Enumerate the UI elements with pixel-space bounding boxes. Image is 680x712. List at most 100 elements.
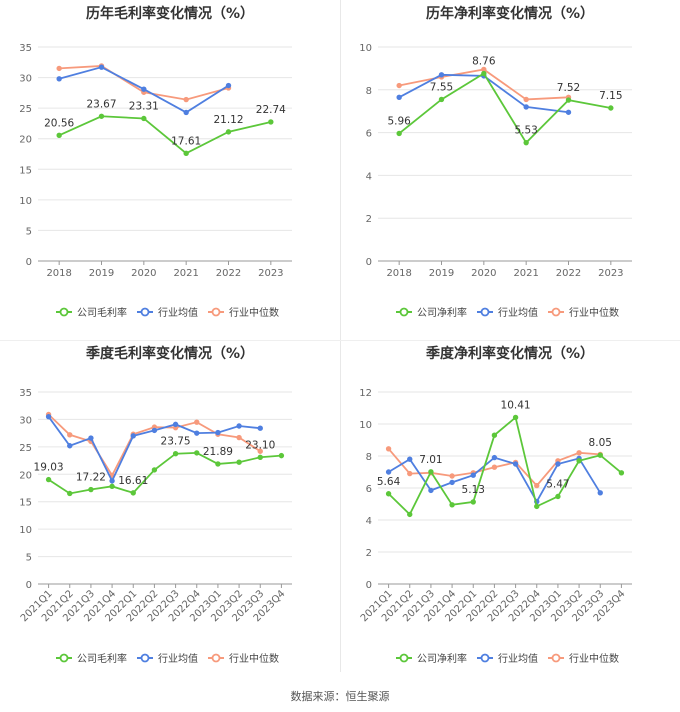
data-point bbox=[56, 65, 62, 72]
data-label: 16.61 bbox=[118, 475, 148, 487]
y-tick-label: 6 bbox=[366, 484, 372, 495]
data-label: 8.05 bbox=[589, 437, 612, 449]
data-label: 10.41 bbox=[501, 399, 531, 411]
data-point bbox=[576, 458, 582, 464]
legend-label: 公司毛利率 bbox=[77, 306, 127, 319]
data-label: 23.75 bbox=[161, 436, 191, 448]
quarterly-gross-margin-chart: 季度毛利率变化情况（%）051015202530352021Q12021Q220… bbox=[19, 345, 292, 665]
data-point bbox=[194, 450, 200, 456]
data-point bbox=[597, 452, 603, 458]
data-label: 23.31 bbox=[129, 100, 159, 112]
data-point bbox=[215, 461, 221, 467]
x-tick-label: 2022 bbox=[556, 268, 581, 279]
data-point bbox=[385, 446, 392, 452]
data-label: 21.12 bbox=[213, 114, 243, 126]
data-point bbox=[67, 443, 73, 449]
data-point bbox=[98, 64, 105, 70]
legend-swatch-marker bbox=[140, 653, 150, 663]
data-point bbox=[449, 479, 455, 486]
data-point bbox=[597, 490, 603, 496]
y-tick-label: 35 bbox=[19, 388, 32, 399]
data-label: 5.47 bbox=[546, 478, 569, 490]
x-tick-label: 2023 bbox=[258, 268, 283, 279]
y-tick-label: 4 bbox=[366, 171, 372, 182]
data-point bbox=[183, 109, 189, 116]
data-point bbox=[491, 464, 498, 470]
data-point bbox=[56, 76, 62, 82]
data-point bbox=[183, 150, 189, 157]
series-line-0 bbox=[48, 451, 282, 495]
data-point bbox=[88, 486, 94, 493]
y-tick-label: 30 bbox=[19, 415, 32, 426]
data-point bbox=[608, 105, 614, 111]
data-point bbox=[407, 456, 413, 462]
legend-label: 行业均值 bbox=[158, 306, 198, 319]
data-label: 17.22 bbox=[76, 472, 106, 484]
data-label: 5.96 bbox=[387, 115, 411, 127]
data-label: 21.89 bbox=[203, 446, 233, 458]
legend-swatch-marker bbox=[59, 307, 69, 317]
data-point bbox=[555, 493, 561, 500]
y-tick-label: 0 bbox=[26, 257, 32, 268]
data-point bbox=[523, 139, 529, 146]
y-tick-label: 2 bbox=[366, 548, 372, 559]
legend-swatch-marker bbox=[211, 307, 221, 317]
data-point bbox=[438, 72, 445, 78]
legend-swatch-marker bbox=[399, 307, 409, 317]
data-point bbox=[565, 97, 572, 103]
x-tick-label: 2020 bbox=[471, 268, 496, 279]
legend-swatch-marker bbox=[59, 653, 69, 663]
data-source-footer: 数据来源：恒生聚源 bbox=[290, 690, 390, 703]
chart-title: 历年净利率变化情况（%） bbox=[426, 5, 594, 22]
data-point bbox=[88, 435, 94, 441]
data-point bbox=[396, 94, 402, 100]
chart-title: 历年毛利率变化情况（%） bbox=[86, 5, 254, 22]
data-label: 23.67 bbox=[86, 98, 116, 110]
data-point bbox=[407, 511, 413, 518]
data-point bbox=[512, 414, 519, 421]
data-point bbox=[470, 499, 476, 505]
data-point bbox=[194, 430, 200, 436]
legend-label: 行业中位数 bbox=[229, 306, 279, 319]
x-tick-label: 2019 bbox=[429, 268, 454, 279]
data-label: 5.64 bbox=[377, 476, 401, 488]
data-point bbox=[523, 104, 529, 110]
data-point bbox=[130, 433, 136, 439]
y-tick-label: 10 bbox=[359, 43, 372, 54]
y-tick-label: 15 bbox=[19, 498, 32, 509]
data-point bbox=[141, 86, 147, 92]
y-tick-label: 5 bbox=[26, 226, 32, 237]
chart-title: 季度净利率变化情况（%） bbox=[425, 345, 594, 362]
y-tick-label: 0 bbox=[26, 580, 32, 591]
y-tick-label: 12 bbox=[359, 388, 372, 399]
data-point bbox=[45, 413, 52, 420]
data-point bbox=[194, 419, 200, 425]
data-point bbox=[151, 467, 158, 473]
legend-swatch-marker bbox=[399, 653, 409, 663]
data-point bbox=[618, 470, 625, 476]
data-point bbox=[449, 473, 455, 479]
y-tick-label: 5 bbox=[26, 553, 32, 564]
y-tick-label: 10 bbox=[359, 420, 372, 431]
legend-label: 行业中位数 bbox=[569, 306, 619, 319]
data-point bbox=[109, 478, 115, 484]
data-point bbox=[183, 96, 189, 103]
data-point bbox=[172, 421, 179, 428]
legend-label: 行业中位数 bbox=[569, 652, 619, 665]
y-tick-label: 8 bbox=[366, 86, 372, 97]
y-tick-label: 25 bbox=[19, 443, 32, 454]
legend-label: 公司毛利率 bbox=[77, 652, 127, 665]
y-tick-label: 8 bbox=[366, 452, 372, 463]
x-tick-label: 2021 bbox=[173, 268, 198, 279]
data-point bbox=[396, 82, 402, 89]
y-tick-label: 6 bbox=[366, 129, 372, 140]
data-point bbox=[257, 448, 263, 454]
data-point bbox=[98, 113, 105, 119]
legend-label: 行业均值 bbox=[498, 306, 538, 319]
data-point bbox=[278, 452, 285, 459]
data-label: 7.52 bbox=[557, 82, 580, 94]
data-point bbox=[225, 129, 232, 135]
legend-swatch-marker bbox=[480, 653, 490, 663]
y-tick-label: 2 bbox=[366, 214, 372, 225]
y-tick-label: 30 bbox=[19, 74, 32, 85]
